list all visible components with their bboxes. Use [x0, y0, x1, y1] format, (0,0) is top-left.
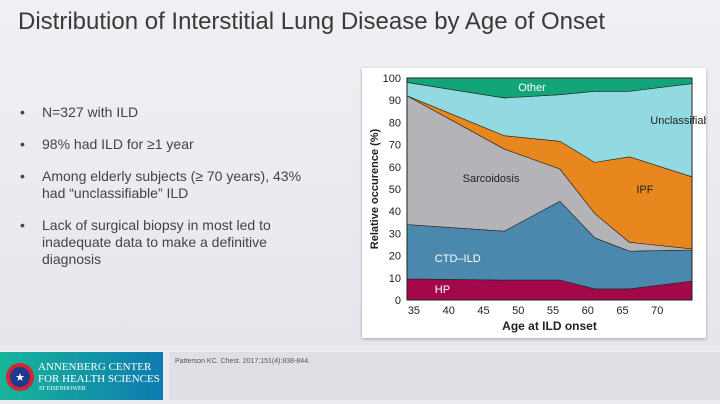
x-tick-label: 40 — [443, 305, 455, 317]
x-tick-label: 45 — [477, 305, 489, 317]
y-tick-label: 10 — [389, 273, 401, 285]
bullet-list: N=327 with ILD 98% had ILD for ≥1 year A… — [20, 104, 320, 283]
series-label: Other — [518, 82, 546, 94]
bullet-item: 98% had ILD for ≥1 year — [20, 136, 320, 153]
series-label: HP — [435, 284, 450, 296]
x-tick-label: 35 — [408, 305, 420, 317]
series-label: Unclassifiable — [650, 115, 706, 127]
y-tick-label: 30 — [389, 228, 401, 240]
x-axis-label: Age at ILD onset — [502, 319, 597, 333]
logo-line3: AT EISENHOWER — [38, 386, 86, 392]
citation: Patterson KC. Chest. 2017;151(4):838-844… — [175, 358, 311, 365]
bullet-item: Among elderly subjects (≥ 70 years), 43%… — [20, 168, 320, 202]
y-tick-label: 50 — [389, 184, 401, 196]
x-tick-label: 55 — [547, 305, 559, 317]
x-tick-label: 60 — [582, 305, 594, 317]
y-tick-label: 90 — [389, 95, 401, 107]
series-label: Sarcoidosis — [463, 173, 520, 185]
logo: ★ ANNENBERG CENTER FOR HEALTH SCIENCES A… — [0, 352, 163, 400]
stacked-area-chart: HP CTD–ILD Sarcoidosis IPF Unclassifiable Oth… — [369, 73, 706, 333]
y-tick-label: 80 — [389, 117, 401, 129]
series-label: CTD–ILD — [435, 253, 481, 265]
slide: Distribution of Interstitial Lung Diseas… — [0, 0, 720, 346]
logo-line1: ANNENBERG CENTER — [38, 361, 152, 373]
svg-text:★: ★ — [15, 372, 25, 384]
bullet-item: N=327 with ILD — [20, 104, 320, 121]
plot-border — [406, 77, 693, 301]
y-tick-label: 40 — [389, 206, 401, 218]
citation-bar: Patterson KC. Chest. 2017;151(4):838-844… — [169, 352, 720, 400]
x-tick-label: 50 — [512, 305, 524, 317]
y-tick-label: 100 — [383, 73, 401, 85]
logo-line2: FOR HEALTH SCIENCES — [38, 373, 160, 385]
series-label: IPF — [636, 184, 653, 196]
x-tick-label: 65 — [616, 305, 628, 317]
y-tick-label: 60 — [389, 162, 401, 174]
y-tick-label: 20 — [389, 251, 401, 263]
y-tick-label: 0 — [395, 295, 401, 307]
y-axis-label: Relative occurence (%) — [369, 128, 381, 249]
y-tick-label: 70 — [389, 140, 401, 152]
slide-title: Distribution of Interstitial Lung Diseas… — [18, 8, 605, 35]
x-tick-label: 70 — [651, 305, 663, 317]
chart-frame: HP CTD–ILD Sarcoidosis IPF Unclassifiable Oth… — [362, 68, 706, 338]
bullet-item: Lack of surgical biopsy in most led to i… — [20, 217, 320, 268]
tennessee-star-logo-icon: ★ — [6, 363, 34, 391]
